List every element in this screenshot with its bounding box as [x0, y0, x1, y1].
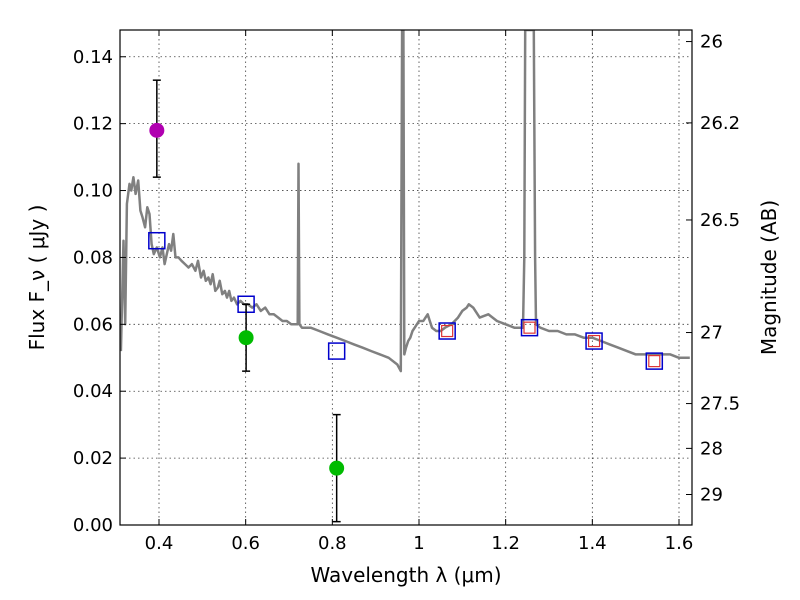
observed-flux-red-square [587, 334, 601, 348]
axis-ticks: 0.4 0.6 0.8 1 1.2 1.4 1.6 0.00 0.02 0.04 0.06 0.08 0… [73, 30, 740, 554]
right-tick-label: 26 [700, 32, 723, 53]
y-tick-label: 0.02 [73, 448, 113, 469]
x-tick-label: 0.8 [318, 533, 347, 554]
y-tick-label: 0.00 [73, 515, 113, 536]
photometry-markers [148, 79, 664, 523]
y-axis-right-label: Magnitude (AB) [757, 200, 781, 355]
observed-flux-red-square [523, 321, 536, 334]
plot-frame [119, 29, 693, 526]
sed-model-line [120, 30, 690, 373]
y-tick-label: 0.14 [73, 47, 113, 68]
observed-flux-red-square [648, 355, 661, 368]
right-tick-label: 27.5 [700, 394, 740, 415]
x-tick-label: 1.4 [578, 533, 607, 554]
x-tick-label: 1.2 [491, 533, 520, 554]
y-tick-label: 0.06 [73, 314, 113, 335]
sed-model-line-layer [120, 30, 690, 373]
x-tick-label: 1 [413, 533, 424, 554]
x-tick-label: 1.6 [665, 533, 694, 554]
right-tick-label: 28 [700, 438, 723, 459]
right-tick-label: 26.5 [700, 210, 740, 231]
model-photometry-square [645, 352, 664, 370]
observed-flux-red-square [441, 324, 454, 338]
model-photometry-square [327, 342, 346, 360]
y-tick-label: 0.08 [73, 247, 113, 268]
right-tick-label: 27 [700, 323, 723, 344]
model-photometry-square [438, 322, 456, 340]
right-tick-label: 29 [700, 484, 723, 505]
y-tick-label: 0.04 [73, 381, 113, 402]
model-photometry-square [585, 332, 603, 350]
model-photometry-square [520, 318, 539, 337]
y-axis-label: Flux F_ν ( μJy ) [25, 205, 49, 351]
observed-flux-point [238, 330, 254, 346]
observed-flux-point [149, 122, 165, 138]
grid [120, 30, 692, 526]
right-tick-label: 26.2 [700, 113, 740, 134]
x-tick-label: 0.6 [231, 533, 260, 554]
y-tick-label: 0.12 [73, 114, 113, 135]
model-photometry-square [148, 231, 166, 250]
observed-flux-point [329, 460, 345, 476]
y-tick-label: 0.10 [73, 181, 113, 202]
x-axis-label: Wavelength λ (μm) [310, 563, 501, 587]
x-tick-label: 0.4 [145, 533, 174, 554]
